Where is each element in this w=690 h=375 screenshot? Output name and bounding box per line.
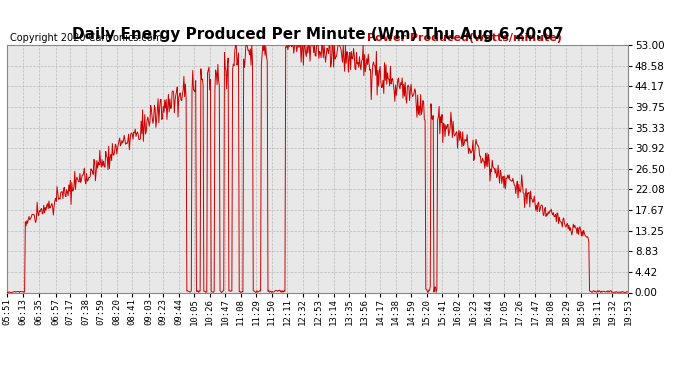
- Text: Copyright 2020 Cartronics.com: Copyright 2020 Cartronics.com: [10, 33, 162, 42]
- Text: Power Produced(watts/minute): Power Produced(watts/minute): [367, 33, 562, 42]
- Title: Daily Energy Produced Per Minute (Wm) Thu Aug 6 20:07: Daily Energy Produced Per Minute (Wm) Th…: [72, 27, 563, 42]
